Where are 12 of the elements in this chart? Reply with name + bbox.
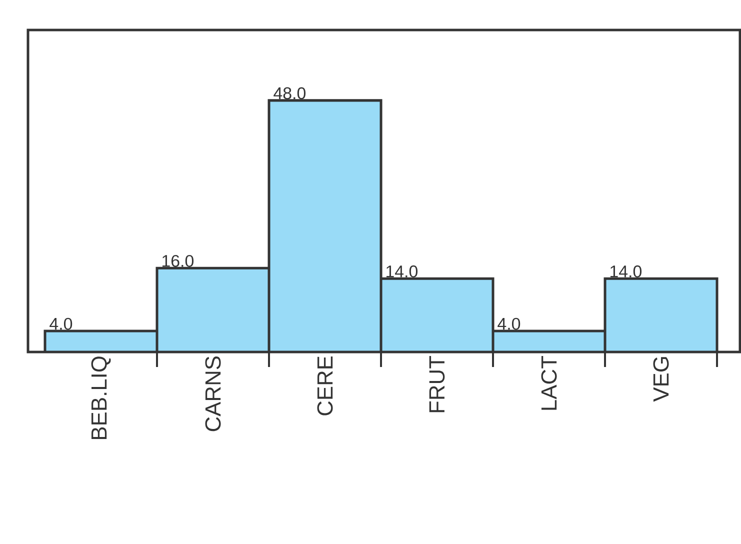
x-tick-label: LACT: [541, 356, 557, 410]
data-label: 14.0: [386, 265, 418, 278]
x-tick-label: FRUT: [429, 356, 445, 412]
x-tick-label: CARNS: [205, 356, 221, 432]
data-label: 16.0: [162, 254, 194, 267]
x-tick-label: VEG: [653, 357, 669, 402]
data-label: 4.0: [498, 318, 520, 330]
x-tick-label: BEB.LIQ: [91, 356, 111, 439]
data-label: 48.0: [274, 87, 306, 100]
x-tick-label: CERE: [317, 356, 333, 416]
data-label: 4.0: [50, 318, 72, 330]
data-label: 14.0: [610, 265, 642, 278]
